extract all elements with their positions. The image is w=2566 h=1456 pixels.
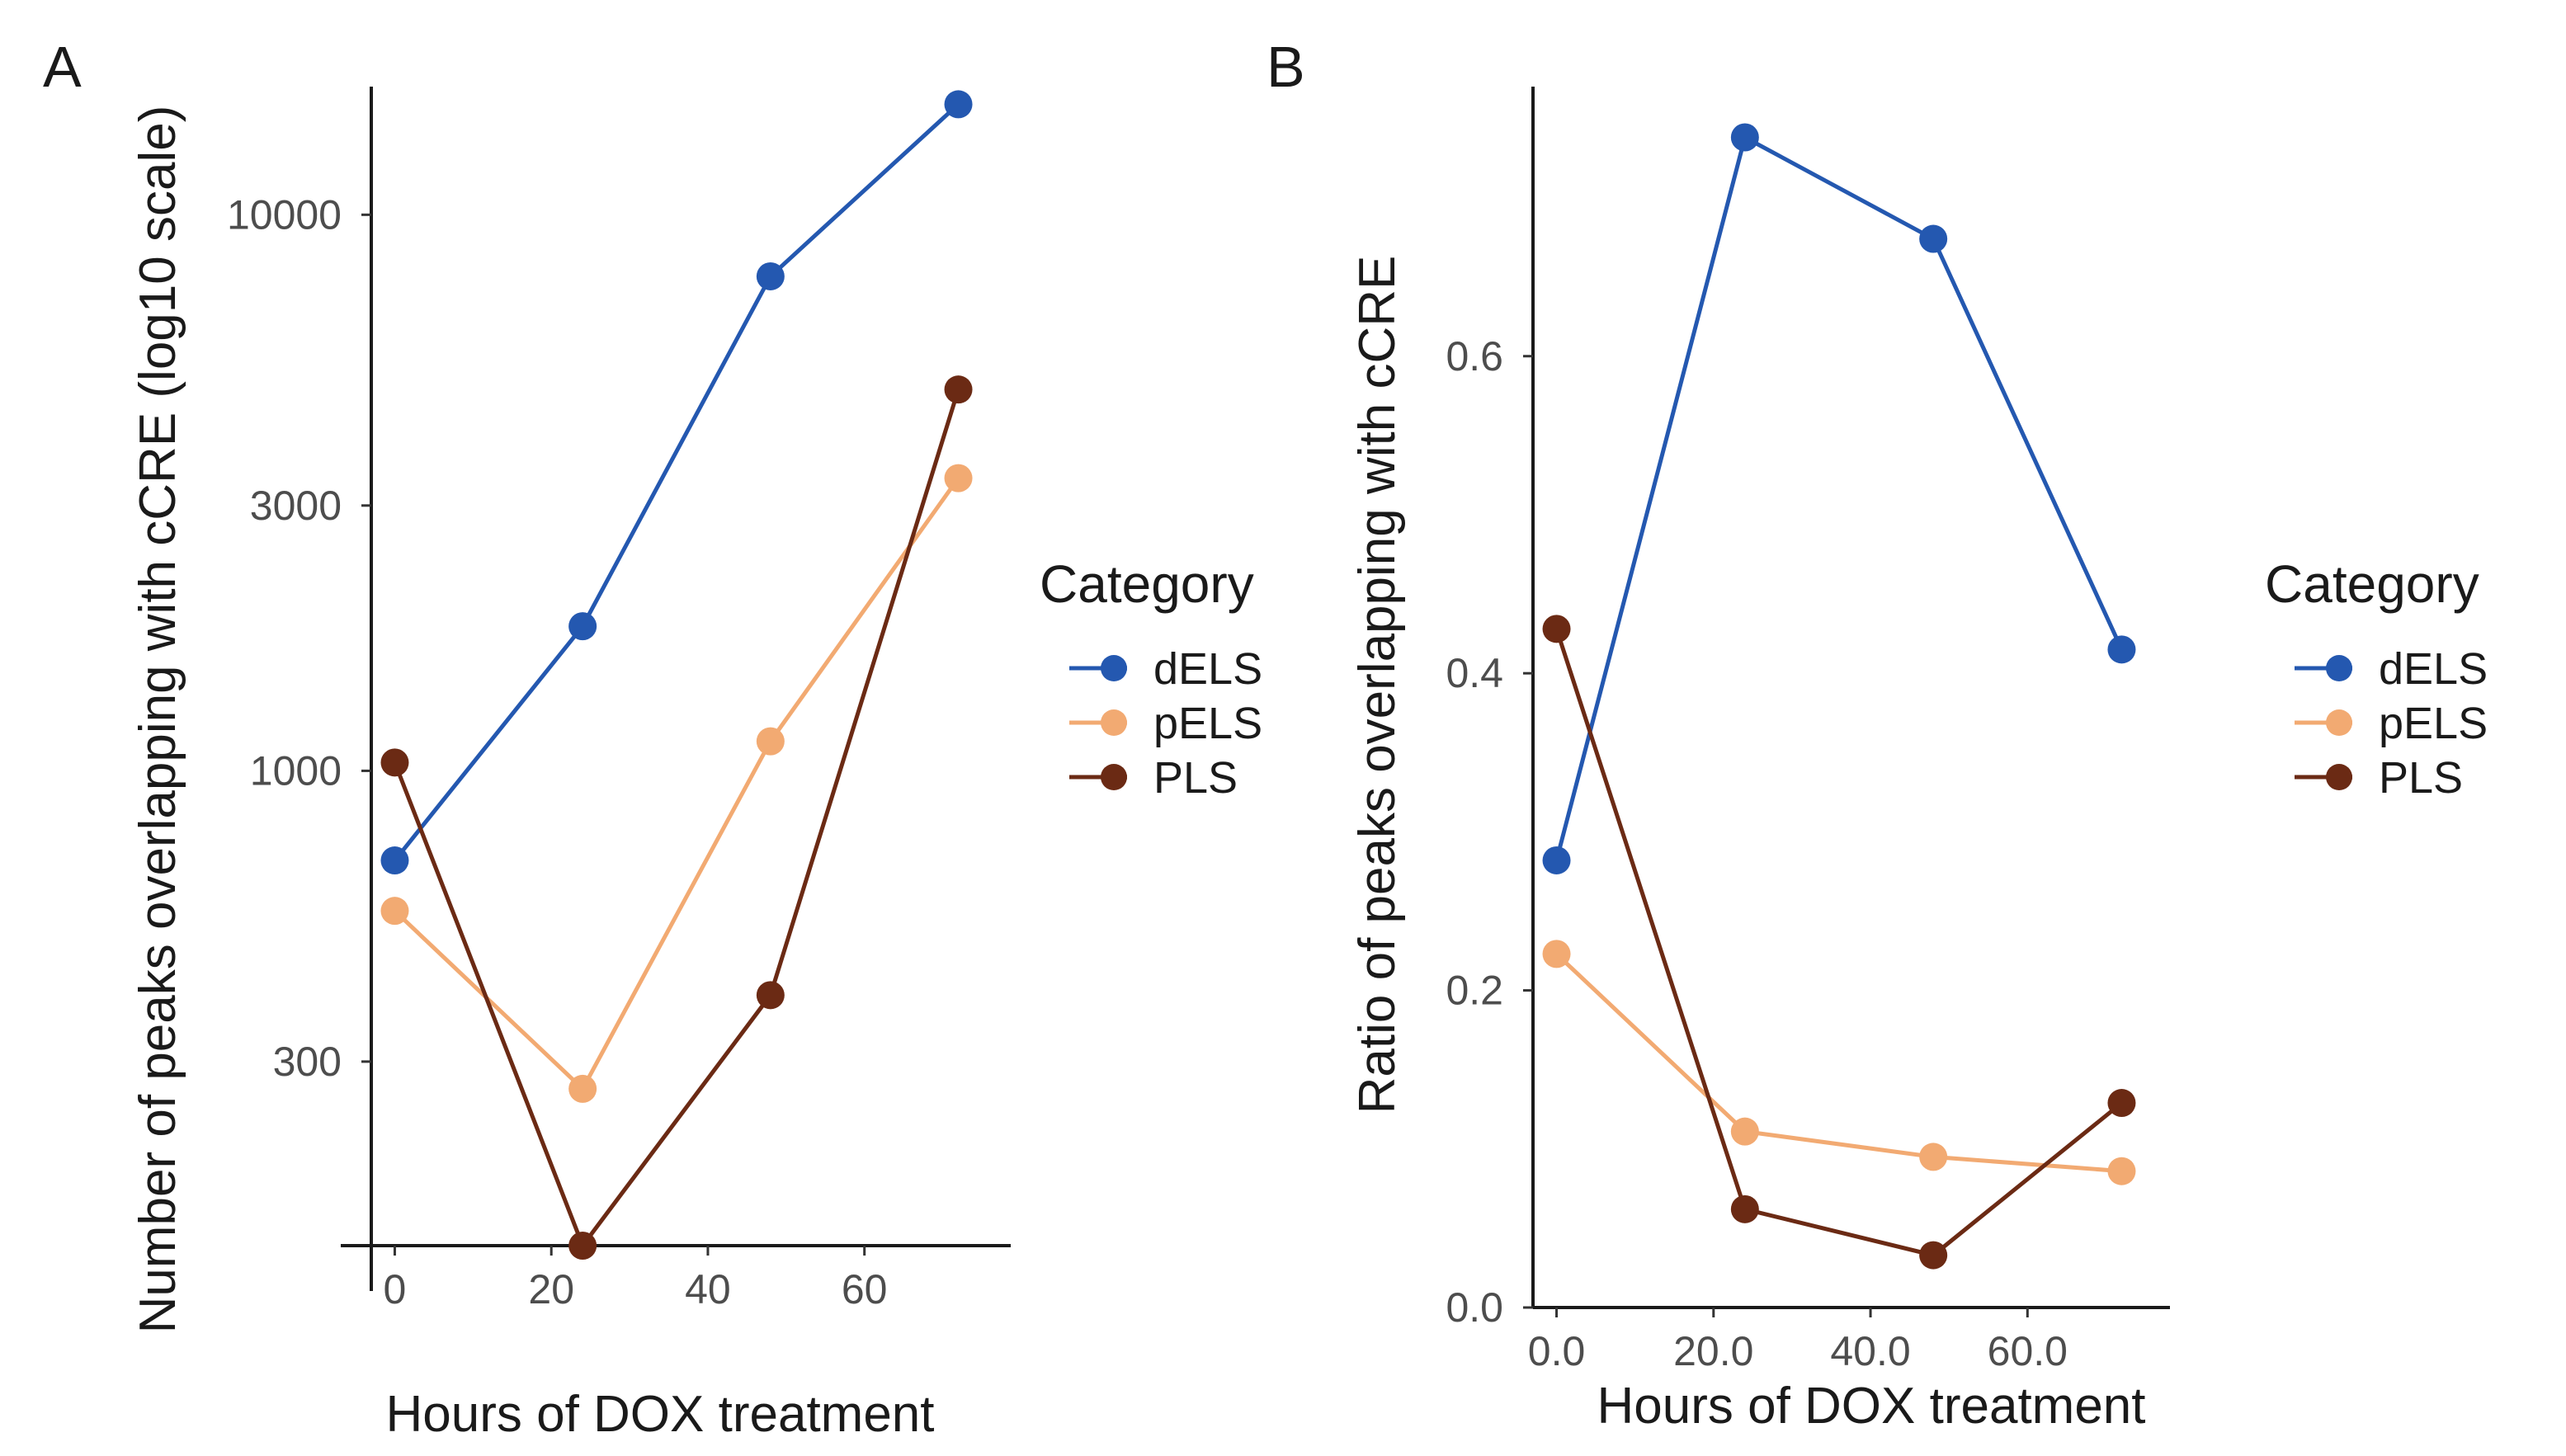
panel-b-legend-items: dELS pELS PLS [2295, 644, 2488, 803]
panel-a-series-line-dels [393, 102, 960, 862]
panel-b-x-tick-label: 0.0 [1528, 1328, 1586, 1374]
panel-a-y-tick-label: 1000 [250, 747, 342, 794]
panel-b-point-dels [2107, 635, 2136, 664]
panel-b-y-tick-label: 0.2 [1446, 968, 1503, 1014]
panel-a-point-pls [944, 375, 973, 404]
panel-b-x-axis-title: Hours of DOX treatment [1597, 1378, 2145, 1435]
panel-b: B 0.0 20.0 40.0 60.0 0.0 0.2 0.4 0.6 Hours of D… [1266, 35, 2488, 1435]
panel-a-point-pels [380, 897, 409, 926]
panel-b-x-tick-label: 20.0 [1673, 1328, 1753, 1374]
panel-a: A 0 20 40 60 300 1000 3000 10000 Hours of DOX t… [43, 35, 1262, 1443]
panel-b-point-pls [1919, 1241, 1948, 1270]
panel-a-point-pels [756, 727, 785, 756]
panel-b-point-pels [1730, 1117, 1759, 1146]
panel-a-x-tick-label: 40 [685, 1266, 731, 1312]
panel-b-point-dels [1919, 224, 1948, 253]
panel-a-legend: Category dELS pELS PLS [1040, 554, 1262, 803]
panel-b-point-dels [1730, 123, 1759, 152]
panel-a-y-axis-title: Number of peaks overlapping with cCRE (l… [130, 106, 186, 1334]
panel-b-y-axis-title: Ratio of peaks overlapping with cCRE [1349, 256, 1406, 1114]
panel-a-series-line-pls [393, 389, 960, 1251]
panel-a-point-pls [756, 981, 785, 1010]
panel-a-legend-title: Category [1040, 554, 1254, 614]
panel-b-point-pls [1542, 615, 1571, 643]
panel-b-legend-label-pels: pELS [2379, 699, 2488, 748]
panel-a-point-pls [380, 748, 409, 777]
panel-b-legend-label-dels: dELS [2379, 644, 2488, 694]
panel-b-x-tick-label: 60.0 [1988, 1328, 2068, 1374]
panel-a-point-pels [944, 464, 973, 492]
panel-a-x-tick-label: 0 [384, 1266, 407, 1312]
panel-a-legend-key-point-pls [1101, 764, 1127, 790]
panel-a-x-tick-label: 60 [842, 1266, 888, 1312]
panel-a-point-pels [568, 1074, 597, 1103]
panel-a-y-tick-label: 300 [273, 1039, 342, 1085]
panel-b-legend-label-pls: PLS [2379, 753, 2463, 803]
panel-a-x-tick-label: 20 [528, 1266, 574, 1312]
panel-a-y-tick-label: 3000 [250, 483, 342, 529]
panel-b-point-dels [1542, 846, 1571, 874]
panel-a-point-dels [380, 846, 409, 875]
panel-a-point-dels [756, 262, 785, 290]
panel-a-legend-key-point-dels [1101, 655, 1127, 681]
panel-b-point-pls [2107, 1089, 2136, 1118]
panel-b-point-pls [1730, 1194, 1759, 1223]
panel-b-legend: Category dELS pELS PLS [2265, 554, 2488, 803]
panel-b-marks: 0.0 20.0 40.0 60.0 0.0 0.2 0.4 0.6 [1446, 87, 2170, 1374]
panel-b-series-line-pels [1554, 952, 2122, 1174]
panel-a-point-dels [944, 90, 973, 119]
panel-b-label: B [1266, 35, 1305, 99]
panel-b-legend-title: Category [2265, 554, 2479, 614]
panel-a-label: A [43, 35, 82, 99]
panel-b-y-tick-label: 0.0 [1446, 1284, 1503, 1331]
panel-b-legend-key-point-dels [2326, 655, 2352, 681]
panel-b-series-line-pls [1554, 628, 2124, 1258]
panel-b-y-tick-label: 0.6 [1446, 333, 1503, 379]
panel-b-point-pels [2107, 1157, 2136, 1185]
panel-b-legend-key-point-pls [2326, 764, 2352, 790]
panel-a-legend-label-pls: PLS [1153, 753, 1238, 803]
panel-a-y-tick-label: 10000 [227, 191, 342, 238]
panel-a-legend-items: dELS pELS PLS [1069, 644, 1262, 803]
panel-a-legend-label-pels: pELS [1153, 699, 1262, 748]
panel-a-point-dels [568, 612, 597, 641]
panel-b-y-tick-label: 0.4 [1446, 650, 1503, 696]
panel-a-legend-label-dels: dELS [1153, 644, 1262, 694]
panel-b-point-pels [1919, 1143, 1948, 1171]
panel-a-x-axis-title: Hours of DOX treatment [385, 1386, 934, 1443]
panel-b-x-tick-label: 40.0 [1830, 1328, 1910, 1374]
panel-b-legend-key-point-pels [2326, 709, 2352, 736]
panel-a-marks: 0 20 40 60 300 1000 3000 10000 [227, 87, 1011, 1312]
panel-a-point-pls [568, 1232, 597, 1260]
panel-b-series-line-dels [1554, 134, 2124, 861]
panel-a-legend-key-point-pels [1101, 709, 1127, 736]
panel-b-point-pels [1542, 940, 1571, 968]
